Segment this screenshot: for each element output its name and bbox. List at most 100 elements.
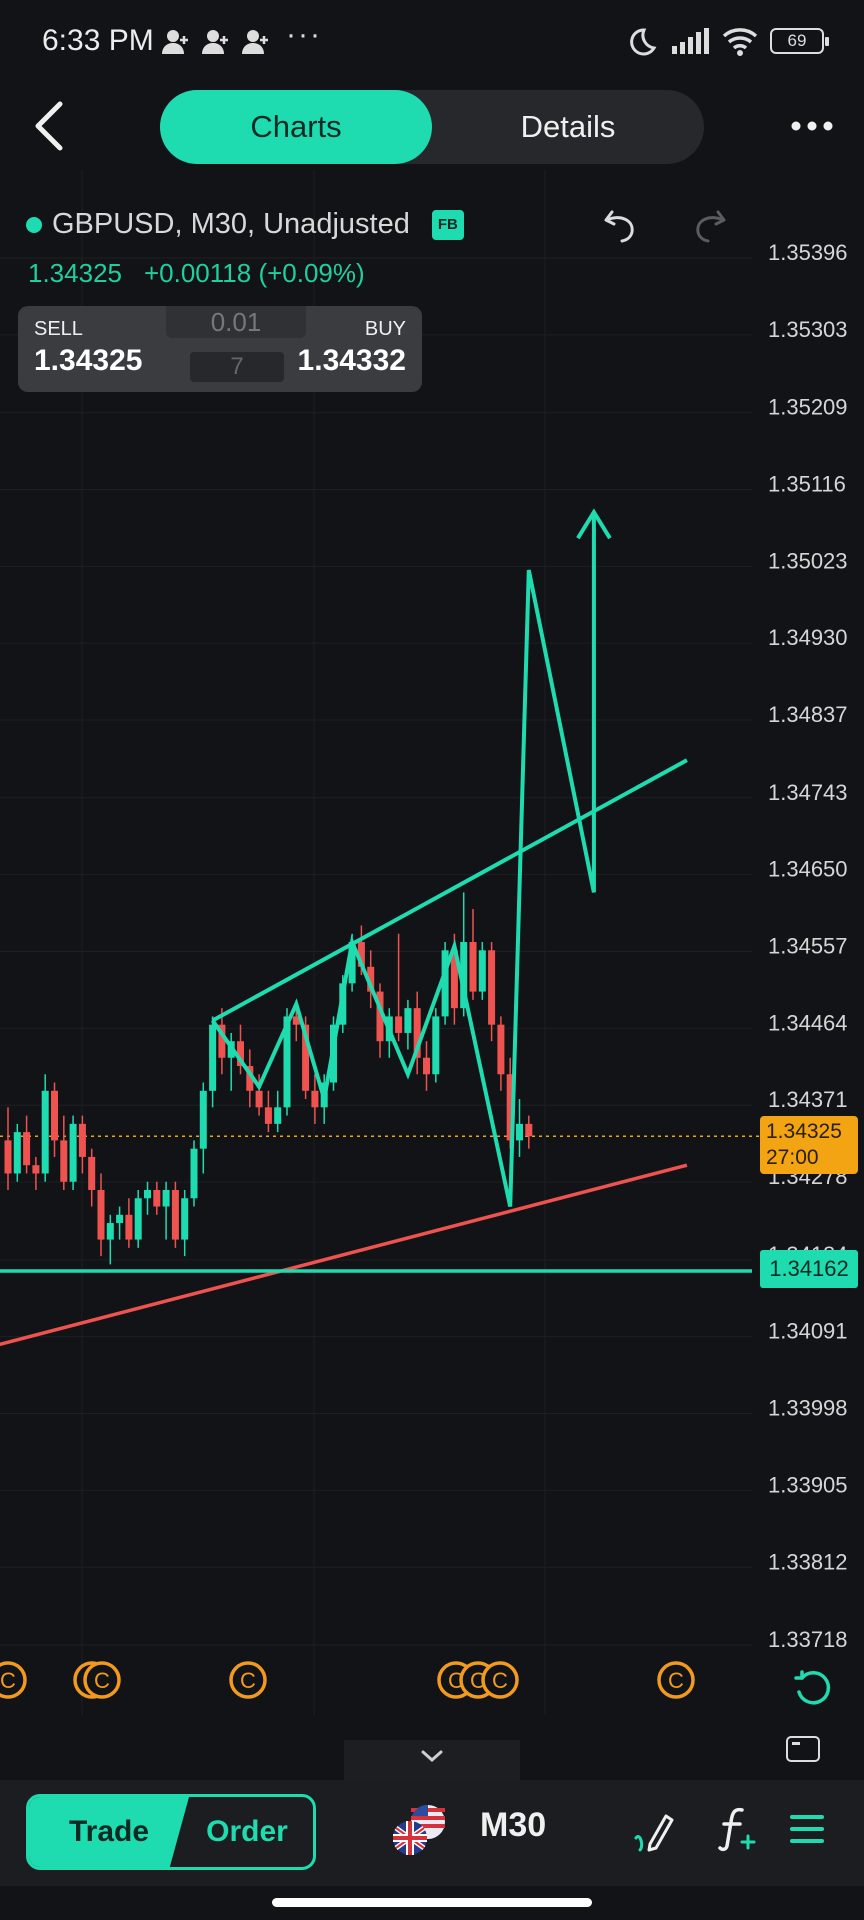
quantity-stepper[interactable]: 7 — [190, 352, 284, 382]
candle-body — [190, 1148, 198, 1199]
signal-icon — [672, 28, 709, 54]
candle-body — [246, 1066, 254, 1091]
candle-body — [525, 1123, 533, 1137]
home-indicator[interactable] — [272, 1898, 592, 1907]
event-marker-glyph: C — [470, 1668, 486, 1693]
indicator-icon[interactable] — [716, 1806, 756, 1852]
order-button[interactable]: Order — [206, 1815, 288, 1848]
draw-tool-icon[interactable] — [632, 1808, 678, 1854]
event-marker-glyph: C — [668, 1668, 684, 1693]
symbol-title: GBPUSD, M30, Unadjusted — [52, 208, 410, 240]
projection-arrowhead — [576, 508, 612, 540]
redo-icon[interactable] — [690, 204, 730, 244]
y-axis-tick: 1.34464 — [768, 1010, 848, 1035]
candle-body — [516, 1123, 523, 1141]
symbol-header[interactable]: GBPUSD, M30, Unadjusted FB — [26, 208, 464, 241]
pattern-projection — [210, 569, 596, 1207]
tab-charts[interactable]: Charts — [160, 90, 432, 164]
contact-icon — [202, 30, 228, 54]
candle-body — [60, 1140, 68, 1182]
trade-button[interactable]: Trade — [29, 1797, 189, 1867]
candle-body — [237, 1041, 244, 1067]
candle-body — [348, 942, 356, 984]
candle-body — [125, 1214, 133, 1240]
y-axis-tick: 1.35023 — [768, 548, 848, 573]
candle-body — [106, 1223, 114, 1240]
candle-body — [404, 1008, 412, 1033]
event-marker-glyph: C — [240, 1668, 256, 1693]
fullscreen-icon[interactable] — [786, 1736, 820, 1762]
y-axis-tick: 1.34091 — [768, 1319, 848, 1344]
bar-countdown: 27:00 — [766, 1146, 819, 1169]
trade-order-switch: Trade Order — [26, 1794, 316, 1870]
menu-icon[interactable] — [790, 1814, 824, 1844]
candle-body — [311, 1090, 319, 1108]
horizontal-level-tag[interactable]: 1.34162 — [760, 1250, 858, 1288]
candle-body — [497, 1024, 505, 1075]
view-tabs: Charts Details — [160, 90, 704, 164]
y-axis-tick: 1.33998 — [768, 1396, 848, 1421]
y-axis-tick: 1.33905 — [768, 1472, 848, 1497]
status-time: 6:33 PM — [42, 24, 154, 57]
symbol-badge: FB — [431, 209, 464, 240]
candle-body — [209, 1024, 217, 1091]
event-marker — [0, 1661, 27, 1699]
status-bar: 6:33 PM ··· 69 — [0, 0, 864, 84]
candle-body — [292, 1016, 300, 1025]
more-options-icon[interactable] — [790, 104, 834, 148]
candle-body — [69, 1123, 77, 1182]
candle-body — [51, 1090, 58, 1141]
notification-icons — [160, 28, 270, 56]
event-marker-glyph: C — [0, 1668, 16, 1693]
candle-body — [264, 1107, 272, 1124]
y-axis-tick: 1.34930 — [768, 625, 848, 650]
event-marker — [481, 1661, 519, 1699]
candle-body — [376, 991, 384, 1042]
expand-panel-handle[interactable] — [344, 1740, 520, 1780]
candle-body — [450, 950, 458, 1009]
candle-body — [116, 1214, 124, 1224]
candle-body — [23, 1132, 31, 1166]
candle-body — [302, 1024, 310, 1091]
y-axis-tick: 1.34837 — [768, 702, 848, 727]
candle-body — [423, 1057, 430, 1075]
back-arrow-icon[interactable] — [30, 100, 70, 152]
candle-body — [357, 942, 365, 967]
candle-body — [255, 1090, 263, 1108]
y-axis-tick: 1.33718 — [768, 1627, 848, 1652]
y-axis-tick: 1.35116 — [768, 471, 846, 496]
currency-flags-icon[interactable] — [390, 1802, 450, 1858]
candle-body — [144, 1189, 151, 1199]
timeframe-selector[interactable]: M30 — [480, 1806, 547, 1844]
price-chart[interactable]: 1.35396 1.35303 1.35209 1.35116 1.35023 1.349… — [0, 170, 864, 1740]
candle-body — [41, 1090, 49, 1174]
support-trendline — [0, 1163, 688, 1347]
candle-body — [469, 942, 477, 992]
candle-body — [162, 1189, 170, 1207]
lot-size-input[interactable]: 0.01 — [166, 306, 306, 338]
candle-body — [441, 950, 449, 1017]
reset-chart-icon[interactable] — [792, 1668, 834, 1710]
candle-body — [283, 1016, 291, 1108]
candle-body — [460, 942, 468, 1009]
undo-icon[interactable] — [600, 204, 640, 244]
quick-trade-panel: SELL 1.34325 BUY 1.34332 0.01 7 — [18, 306, 422, 392]
quote-line: 1.34325 +0.00118 (+0.09%) — [28, 258, 365, 289]
contact-icon — [162, 30, 188, 54]
y-axis-tick: 1.33812 — [768, 1549, 848, 1574]
sell-label: SELL — [34, 318, 83, 340]
y-axis-tick: 1.34743 — [768, 780, 848, 805]
current-price-label: 1.34325 — [766, 1120, 842, 1143]
y-axis-tick: 1.34557 — [768, 934, 848, 959]
event-marker-glyph: C — [448, 1668, 464, 1693]
candle-body — [13, 1132, 21, 1174]
candle-body — [88, 1156, 96, 1190]
buy-label: BUY — [364, 318, 406, 340]
market-status-dot — [26, 216, 42, 233]
candle-body — [199, 1090, 207, 1149]
candle-body — [367, 966, 375, 992]
moon-icon — [630, 28, 657, 56]
tab-details[interactable]: Details — [520, 109, 616, 144]
sell-price-button[interactable]: 1.34325 — [34, 344, 143, 377]
buy-price-button[interactable]: 1.34332 — [297, 344, 406, 377]
